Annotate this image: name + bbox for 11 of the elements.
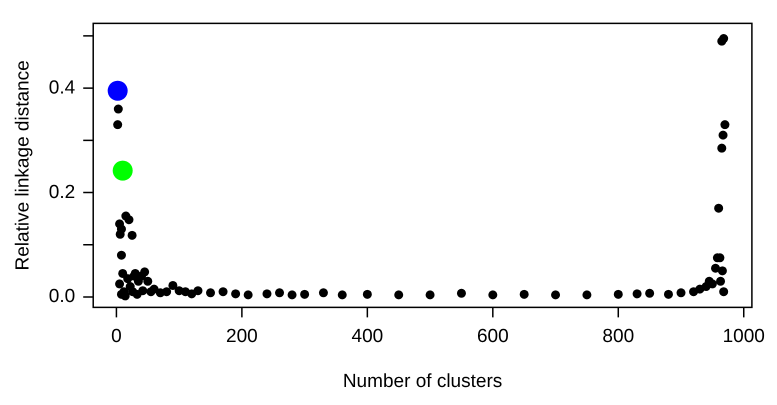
- y-tick-label: 0.4: [48, 77, 76, 98]
- x-tick-label: 0: [111, 326, 122, 348]
- x-tick-label: 800: [602, 326, 634, 348]
- y-tick-label: 0.0: [48, 286, 76, 308]
- x-axis-title: Number of clusters: [342, 370, 502, 392]
- x-tick-label: 600: [476, 326, 509, 348]
- y-tick-label: 0.2: [48, 182, 76, 203]
- x-tick-label: 200: [226, 326, 258, 348]
- x-tick-label: 400: [352, 326, 384, 348]
- y-axis-title: Relative linkage distance: [12, 60, 34, 270]
- x-tick-label: 1000: [722, 326, 765, 348]
